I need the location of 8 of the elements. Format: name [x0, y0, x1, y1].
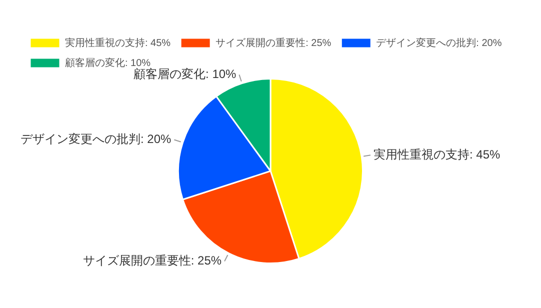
slice-label: 実用性重視の支持: 45% [374, 147, 501, 162]
legend-label: 実用性重視の支持: 45% [65, 36, 171, 49]
legend-label: デザイン変更への批判: 20% [376, 36, 502, 49]
legend-label: サイズ展開の重要性: 25% [216, 36, 332, 49]
slice-label: サイズ展開の重要性: 25% [82, 254, 222, 268]
slice-label: デザイン変更への批判: 20% [20, 132, 172, 146]
slice-label: 顧客層の変化: 10% [134, 67, 237, 82]
legend-label: 顧客層の変化: 10% [65, 56, 151, 69]
